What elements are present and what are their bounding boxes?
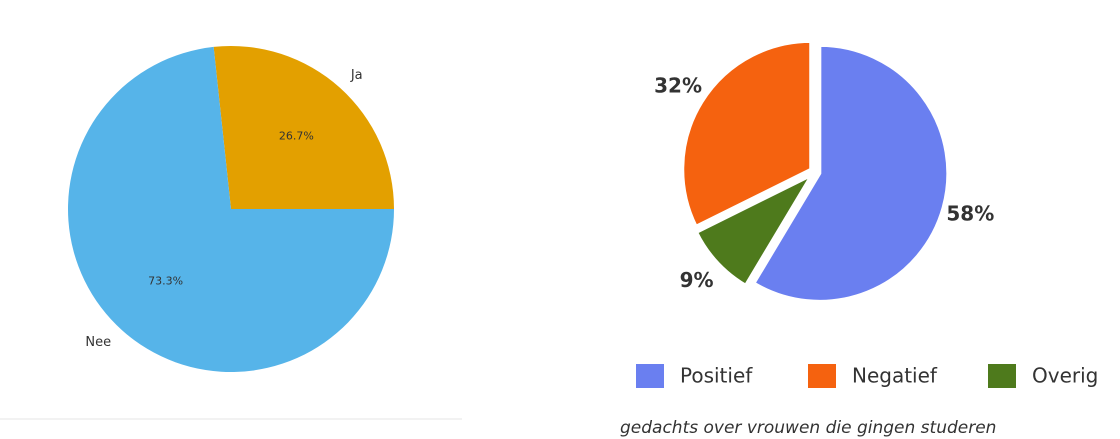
legend-label: Overig <box>1032 364 1098 388</box>
slice-name-label: Nee <box>85 335 111 350</box>
slice-pct-label: 32% <box>654 74 702 98</box>
legend-swatch <box>808 364 836 388</box>
slice-pct-label: 73.3% <box>148 275 183 288</box>
legend-label: Positief <box>680 364 753 388</box>
pie-slice <box>67 46 394 372</box>
pie-slice <box>681 39 813 229</box>
slice-name-label: Ja <box>350 68 363 83</box>
pie-slice <box>694 171 816 288</box>
legend-label: Negatief <box>852 364 938 388</box>
slice-pct-label: 9% <box>680 268 714 292</box>
legend-swatch <box>988 364 1016 388</box>
caption: gedachts over vrouwen die gingen studere… <box>620 418 996 438</box>
slice-pct-label: 26.7% <box>279 129 314 142</box>
legend-swatch <box>636 364 664 388</box>
slice-pct-label: 58% <box>946 201 994 225</box>
pie-slice <box>213 46 394 209</box>
pie-slice <box>752 43 950 303</box>
